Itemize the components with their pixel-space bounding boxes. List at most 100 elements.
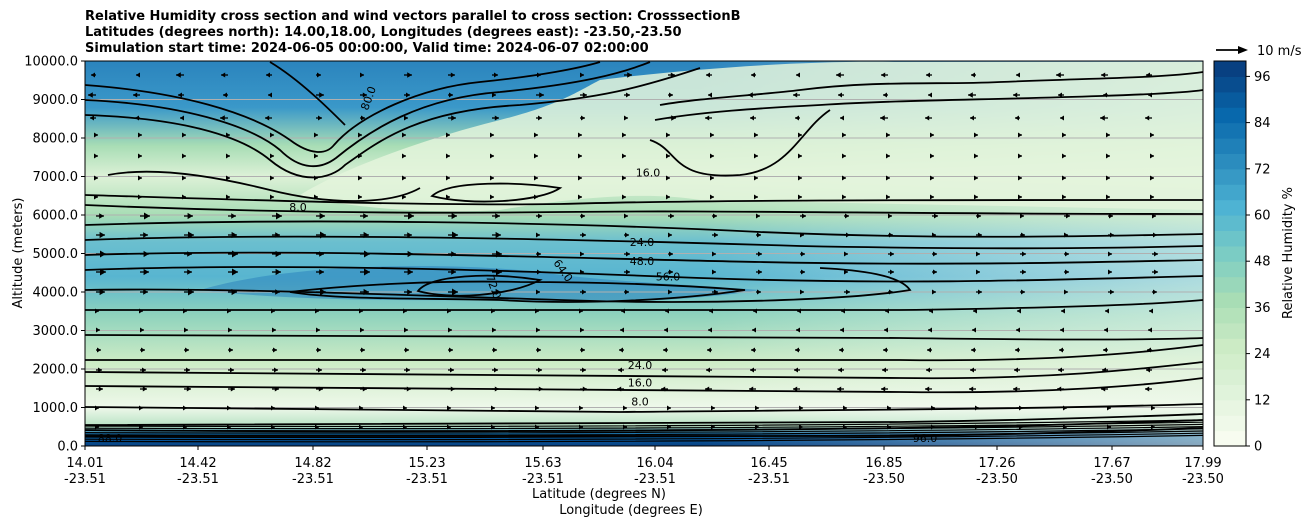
wind-arrow xyxy=(1149,308,1153,314)
colorbar-band xyxy=(1214,369,1246,385)
colorbar-tick-label: 72 xyxy=(1254,162,1271,177)
wind-arrow xyxy=(536,213,542,219)
x-tick-label-lon: -23.51 xyxy=(406,472,448,487)
wind-arrow xyxy=(975,405,979,411)
wind-arrow xyxy=(617,386,624,392)
wind-arrow xyxy=(886,194,890,200)
wind-arrow xyxy=(974,194,978,200)
wind-arrow xyxy=(1018,153,1022,159)
wind-arrow xyxy=(579,424,583,430)
wind-arrow xyxy=(756,232,761,238)
wind-arrow xyxy=(272,367,278,373)
colorbar-tick-label: 12 xyxy=(1254,393,1271,408)
wind-arrow xyxy=(888,251,894,257)
wind-arrow xyxy=(624,72,632,78)
wind-arrow xyxy=(1020,213,1024,219)
wind-arrow xyxy=(883,92,888,98)
wind-arrow xyxy=(270,175,274,181)
colorbar-band xyxy=(1214,353,1246,370)
contour-line xyxy=(84,413,1204,426)
wind-arrow xyxy=(622,194,626,200)
wind-arrow xyxy=(1017,308,1021,314)
wind-arrow xyxy=(404,289,412,295)
wind-arrow xyxy=(836,72,844,78)
wind-arrow xyxy=(1060,115,1064,121)
y-tick-label: 7000.0 xyxy=(33,170,79,185)
wind-arrow xyxy=(535,424,539,430)
wind-arrow xyxy=(1058,367,1064,373)
wind-arrow xyxy=(536,92,544,98)
wind-arrow xyxy=(448,231,458,239)
x-tick-label-lat: 17.99 xyxy=(1184,456,1221,471)
wind-arrow xyxy=(183,424,187,430)
wind-arrow xyxy=(402,132,406,138)
colorbar-band xyxy=(1214,261,1246,278)
wind-arrow xyxy=(796,72,800,78)
contour-line xyxy=(84,267,912,303)
wind-arrow xyxy=(492,250,502,258)
wind-arrow xyxy=(837,386,844,392)
wind-arrow xyxy=(446,132,450,138)
wind-arrow xyxy=(796,327,800,333)
wind-arrow xyxy=(314,194,318,200)
wind-arrow xyxy=(793,92,800,98)
wind-arrow xyxy=(755,405,759,411)
x-tick-label-lat: 17.67 xyxy=(1093,456,1130,471)
wind-arrow xyxy=(1018,194,1022,200)
wind-arrow xyxy=(750,367,756,373)
wind-arrow xyxy=(712,289,718,295)
wind-arrow xyxy=(798,132,802,138)
wind-arrow xyxy=(534,194,538,200)
wind-arrow xyxy=(580,269,584,275)
wind-arrow xyxy=(1108,269,1112,275)
wind-arrow xyxy=(404,250,413,258)
wind-arrow xyxy=(138,153,142,159)
wind-arrow xyxy=(710,175,714,181)
wind-arrow xyxy=(492,115,499,121)
wind-arrow xyxy=(140,386,147,392)
wind-arrow xyxy=(358,153,362,159)
wind-arrow xyxy=(756,251,762,257)
wind-arrow xyxy=(1145,115,1152,121)
wind-arrow xyxy=(272,250,281,258)
wind-arrow xyxy=(800,232,804,238)
wind-arrow xyxy=(448,251,456,257)
wind-arrow xyxy=(404,386,411,392)
colorbar-label: Relative Humidity % xyxy=(1281,187,1296,319)
title-line-3: Simulation start time: 2024-06-05 00:00:… xyxy=(85,41,649,56)
wind-arrow xyxy=(1064,213,1070,219)
wind-arrow xyxy=(184,288,194,296)
wind-arrow xyxy=(1058,92,1064,98)
wind-arrow xyxy=(271,308,275,314)
wind-arrow xyxy=(184,386,191,392)
wind-arrow xyxy=(795,115,800,121)
wind-arrow xyxy=(668,213,674,219)
wind-arrow xyxy=(140,268,149,276)
wind-arrow xyxy=(536,367,542,373)
wind-arrow xyxy=(446,153,450,159)
wind-arrow xyxy=(887,424,891,430)
wind-arrow xyxy=(268,92,272,98)
wind-arrow xyxy=(668,92,673,98)
contour-line xyxy=(84,61,651,168)
wind-arrow xyxy=(1019,405,1023,411)
y-axis: 0.0 1000.0 2000.0 3000.0 4000.0 5000.0 6000.0 7… xyxy=(24,55,85,455)
wind-arrow xyxy=(90,115,96,121)
wind-arrow xyxy=(886,132,890,138)
wind-arrow xyxy=(184,327,188,333)
contour-line xyxy=(84,428,1204,436)
wind-arrow xyxy=(580,347,585,353)
wind-arrow xyxy=(930,153,934,159)
wind-arrow xyxy=(135,115,140,121)
wind-arrow xyxy=(316,347,321,353)
wind-arrow xyxy=(220,115,228,121)
colorbar-band xyxy=(1214,276,1246,293)
wind-arrow xyxy=(580,251,584,257)
y-tick-label: 6000.0 xyxy=(33,209,79,224)
colorbar-frame xyxy=(1213,60,1247,447)
wind-arrow xyxy=(1106,132,1110,138)
wind-arrow xyxy=(931,405,935,411)
wind-arrow xyxy=(620,327,624,333)
wind-arrow xyxy=(404,347,409,353)
wind-arrow xyxy=(623,424,627,430)
